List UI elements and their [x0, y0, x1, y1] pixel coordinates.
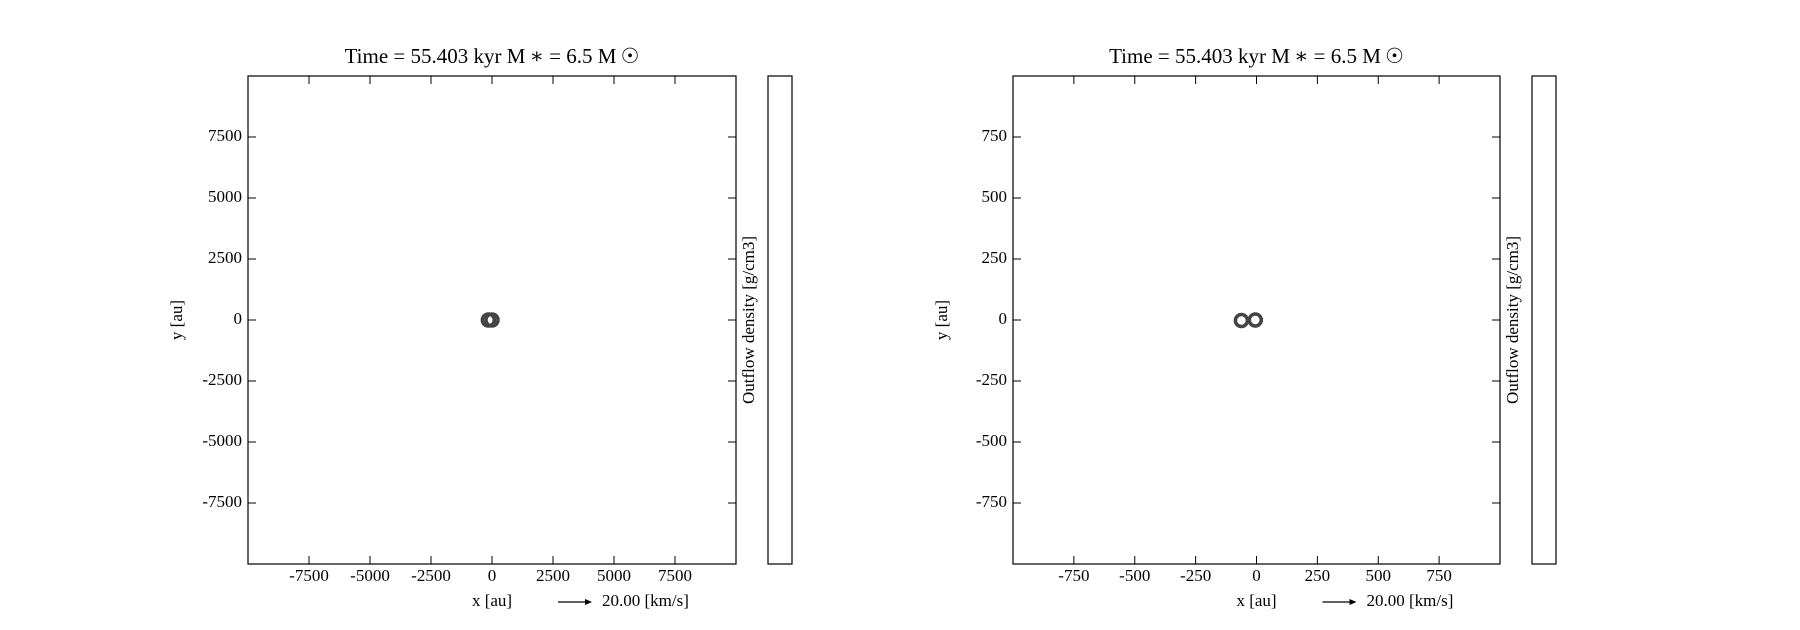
colorbar	[767, 75, 793, 565]
x-axis-label: x [au]	[472, 591, 512, 610]
x-tick-label: -5000	[350, 566, 390, 585]
y-tick-label: 7500	[208, 126, 242, 145]
y-tick-label: 0	[999, 309, 1008, 328]
y-tick-label: -5000	[202, 431, 242, 450]
vector-key-arrowhead	[1349, 599, 1357, 605]
x-tick-label: 5000	[597, 566, 631, 585]
y-tick-label: 5000	[208, 187, 242, 206]
x-axis-label: x [au]	[1236, 591, 1276, 610]
x-tick-label: 500	[1366, 566, 1392, 585]
y-tick-label: 250	[982, 248, 1008, 267]
y-tick-label: -500	[976, 431, 1007, 450]
y-tick-label: 0	[234, 309, 243, 328]
vector-key-label: 20.00 [km/s]	[1367, 591, 1454, 610]
y-axis-label: y [au]	[932, 300, 951, 340]
x-tick-label: -2500	[411, 566, 451, 585]
x-tick-label: 7500	[658, 566, 692, 585]
chart-title: Time = 55.403 kyr M ∗ = 6.5 M ☉	[345, 44, 640, 68]
y-tick-label: 500	[982, 187, 1008, 206]
plot-frame	[1012, 75, 1501, 565]
x-tick-label: -7500	[289, 566, 329, 585]
y-tick-label: -250	[976, 370, 1007, 389]
star-marker	[1247, 312, 1264, 328]
x-tick-label: 0	[1252, 566, 1261, 585]
x-tick-label: -250	[1180, 566, 1211, 585]
y-tick-label: -7500	[202, 492, 242, 511]
y-tick-label: -750	[976, 492, 1007, 511]
x-tick-label: -750	[1058, 566, 1089, 585]
plot-frame	[247, 75, 737, 565]
colorbar-label: Outflow density [g/cm3]	[739, 236, 758, 404]
x-tick-label: 750	[1426, 566, 1452, 585]
colorbar-label: Outflow density [g/cm3]	[1503, 236, 1522, 404]
x-tick-label: -500	[1119, 566, 1150, 585]
y-tick-label: 2500	[208, 248, 242, 267]
y-tick-label: -2500	[202, 370, 242, 389]
star-marker	[484, 312, 500, 328]
vector-key-label: 20.00 [km/s]	[602, 591, 689, 610]
vector-key-arrowhead	[585, 599, 592, 605]
x-tick-label: 0	[488, 566, 497, 585]
y-tick-label: 750	[982, 126, 1008, 145]
colorbar	[1531, 75, 1557, 565]
star-marker	[1233, 312, 1250, 329]
chart-title: Time = 55.403 kyr M ∗ = 6.5 M ☉	[1109, 44, 1404, 68]
x-tick-label: 2500	[536, 566, 570, 585]
x-tick-label: 250	[1305, 566, 1331, 585]
y-axis-label: y [au]	[167, 300, 186, 340]
